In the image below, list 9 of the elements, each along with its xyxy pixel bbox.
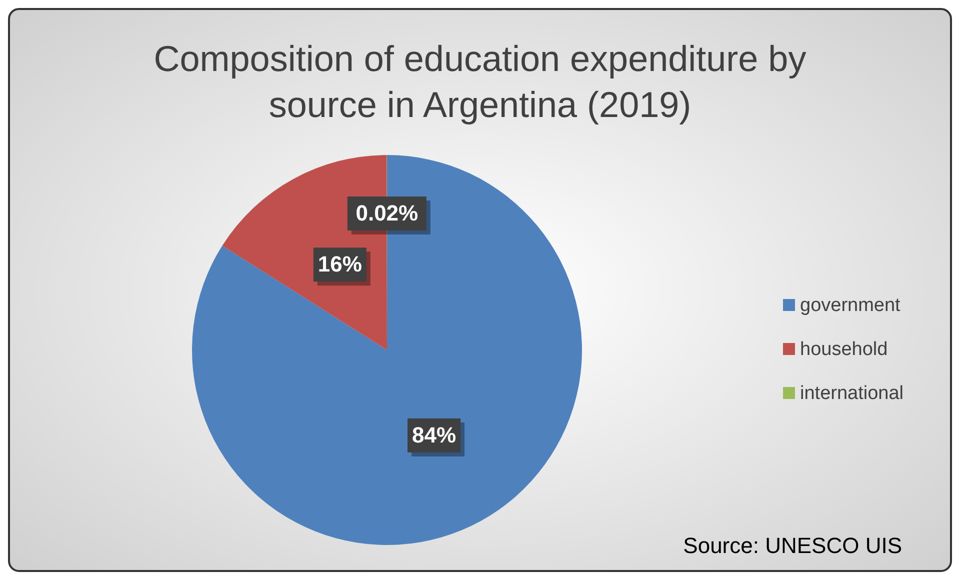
data-label: 16% bbox=[318, 252, 362, 277]
legend-label: household bbox=[800, 339, 888, 360]
source-note: Source: UNESCO UIS bbox=[683, 533, 902, 558]
legend-label: international bbox=[800, 383, 904, 404]
pie-slice bbox=[192, 155, 582, 545]
data-label: 0.02% bbox=[356, 200, 418, 226]
legend-label: government bbox=[800, 295, 902, 316]
data-label: 84% bbox=[412, 422, 456, 448]
chart-title: Composition of education expenditure by source in Argentina (2019) bbox=[154, 38, 806, 125]
